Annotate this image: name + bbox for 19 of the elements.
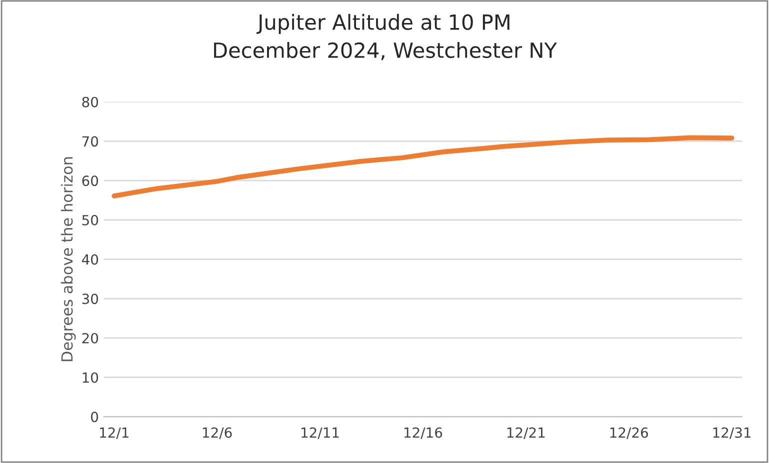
x-tick-label: 12/26 [610,427,648,439]
x-tick-label: 12/21 [507,427,545,439]
chart-title: Jupiter Altitude at 10 PM December 2024, Westchester NY [214,14,558,60]
y-axis-title: Degrees above the horizon [60,157,76,362]
x-tick-label: 12/11 [302,427,339,439]
y-tick-label: 10 [82,372,98,383]
y-tick-label: 70 [82,136,98,147]
y-tick-label: 30 [82,294,98,304]
line-series [112,135,734,198]
y-tick-label: 80 [82,96,98,108]
y-tick-label: 20 [82,332,98,344]
x-tick-label: 12/1 [100,427,128,439]
y-tick-label: 0 [91,412,98,422]
x-tick-label: 12/31 [713,427,751,439]
x-tick-label: 12/6 [202,427,232,439]
y-tick-label: 60 [82,176,98,186]
y-tick-label: 50 [82,214,98,226]
x-tick-label: 12/16 [404,427,442,439]
y-tick-label: 40 [82,254,98,265]
